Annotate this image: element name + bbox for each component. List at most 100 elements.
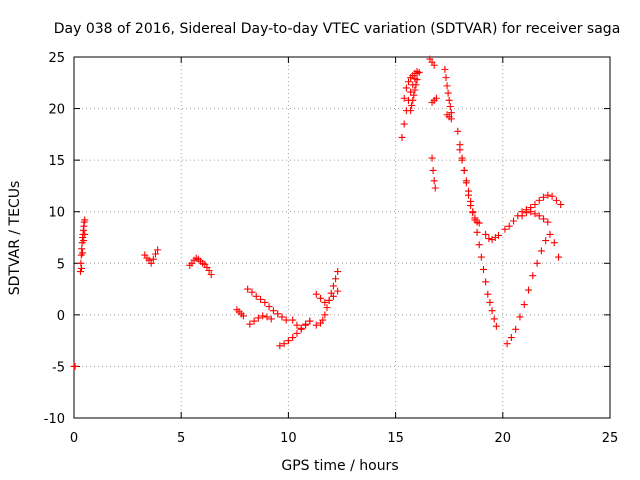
data-point <box>507 334 515 342</box>
data-point <box>411 86 419 94</box>
data-point <box>464 187 472 195</box>
x-tick-label: 25 <box>602 431 619 446</box>
data-point <box>492 322 500 330</box>
data-point <box>444 89 452 97</box>
data-point <box>537 247 545 255</box>
data-point <box>246 320 254 328</box>
data-point <box>484 290 492 298</box>
data-point <box>431 184 439 192</box>
data-point <box>544 191 552 199</box>
data-point <box>548 192 556 200</box>
data-point <box>269 307 277 315</box>
data-point <box>520 301 528 309</box>
data-point <box>297 324 305 332</box>
data-point <box>490 315 498 323</box>
data-point <box>447 109 455 117</box>
data-point <box>415 68 423 76</box>
data-point <box>550 239 558 247</box>
data-point <box>261 298 269 306</box>
data-point <box>477 253 485 261</box>
data-point <box>293 329 301 337</box>
data-point <box>76 268 84 276</box>
data-point <box>544 218 552 226</box>
data-point <box>430 61 438 69</box>
x-tick-label: 20 <box>495 431 512 446</box>
data-point <box>317 294 325 302</box>
x-tick-label: 0 <box>70 431 78 446</box>
data-point <box>443 82 451 90</box>
data-point <box>280 340 288 348</box>
data-point <box>205 267 213 275</box>
data-point <box>480 265 488 273</box>
data-point <box>533 259 541 267</box>
data-point <box>325 296 333 304</box>
data-point <box>462 177 470 185</box>
data-point <box>78 264 86 272</box>
data-point <box>505 222 513 230</box>
data-point <box>239 312 247 320</box>
y-tick-label: 15 <box>48 154 65 169</box>
data-point <box>522 209 530 217</box>
data-point <box>278 313 286 321</box>
data-point <box>473 228 481 236</box>
data-point <box>323 304 331 312</box>
data-point <box>527 208 535 216</box>
data-point <box>265 303 273 311</box>
data-point <box>482 278 490 286</box>
grid <box>74 57 610 418</box>
data-point <box>510 217 518 225</box>
data-point <box>257 295 265 303</box>
data-point <box>458 156 466 164</box>
data-point <box>147 259 155 267</box>
x-tick-label: 15 <box>387 431 404 446</box>
data-point <box>552 196 560 204</box>
data-point <box>535 212 543 220</box>
data-point <box>512 325 520 333</box>
x-tick-label: 5 <box>177 431 185 446</box>
data-points <box>70 55 565 370</box>
data-point <box>334 287 342 295</box>
y-tick-label: 10 <box>48 206 65 221</box>
data-point <box>329 282 337 290</box>
data-point <box>529 272 537 280</box>
plot-frame <box>73 56 611 419</box>
data-point <box>254 314 262 322</box>
data-point <box>540 215 548 223</box>
data-point <box>525 286 533 294</box>
data-point <box>80 237 88 245</box>
x-tick-label: 10 <box>280 431 297 446</box>
y-tick-label: 20 <box>48 103 65 118</box>
data-point <box>400 120 408 128</box>
data-point <box>149 255 157 263</box>
data-point <box>557 200 565 208</box>
data-point <box>555 253 563 261</box>
data-point <box>284 337 292 345</box>
data-point <box>332 275 340 283</box>
data-point <box>407 88 415 96</box>
data-point <box>154 246 162 254</box>
data-point <box>244 285 252 293</box>
data-point <box>467 197 475 205</box>
data-point <box>531 200 539 208</box>
data-point <box>501 225 509 233</box>
data-point <box>321 311 329 319</box>
chart-title: Day 038 of 2016, Sidereal Day-to-day VTE… <box>54 21 621 37</box>
data-point <box>79 249 87 257</box>
data-point <box>302 320 310 328</box>
data-point <box>460 166 468 174</box>
data-point <box>282 316 290 324</box>
data-point <box>430 177 438 185</box>
data-point <box>428 154 436 162</box>
data-point <box>407 107 415 115</box>
data-point <box>432 94 440 102</box>
data-point <box>306 317 314 325</box>
data-point <box>289 334 297 342</box>
data-point <box>334 268 342 276</box>
data-point <box>482 230 490 238</box>
data-point <box>413 76 421 84</box>
data-point <box>398 133 406 141</box>
data-point <box>259 312 267 320</box>
data-point <box>542 237 550 245</box>
data-point <box>454 127 462 135</box>
data-point <box>485 235 493 243</box>
